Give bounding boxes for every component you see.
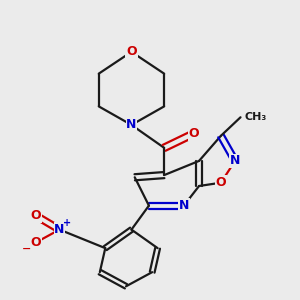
Text: −: − <box>22 244 32 254</box>
Text: O: O <box>30 236 41 249</box>
Text: O: O <box>126 45 137 58</box>
Text: N: N <box>126 118 136 131</box>
Text: O: O <box>216 176 226 189</box>
Text: N: N <box>54 223 65 236</box>
Text: N: N <box>178 199 189 212</box>
Text: O: O <box>188 127 199 140</box>
Text: CH₃: CH₃ <box>245 112 267 122</box>
Text: O: O <box>30 209 41 222</box>
Text: N: N <box>230 154 240 167</box>
Text: +: + <box>62 218 70 227</box>
